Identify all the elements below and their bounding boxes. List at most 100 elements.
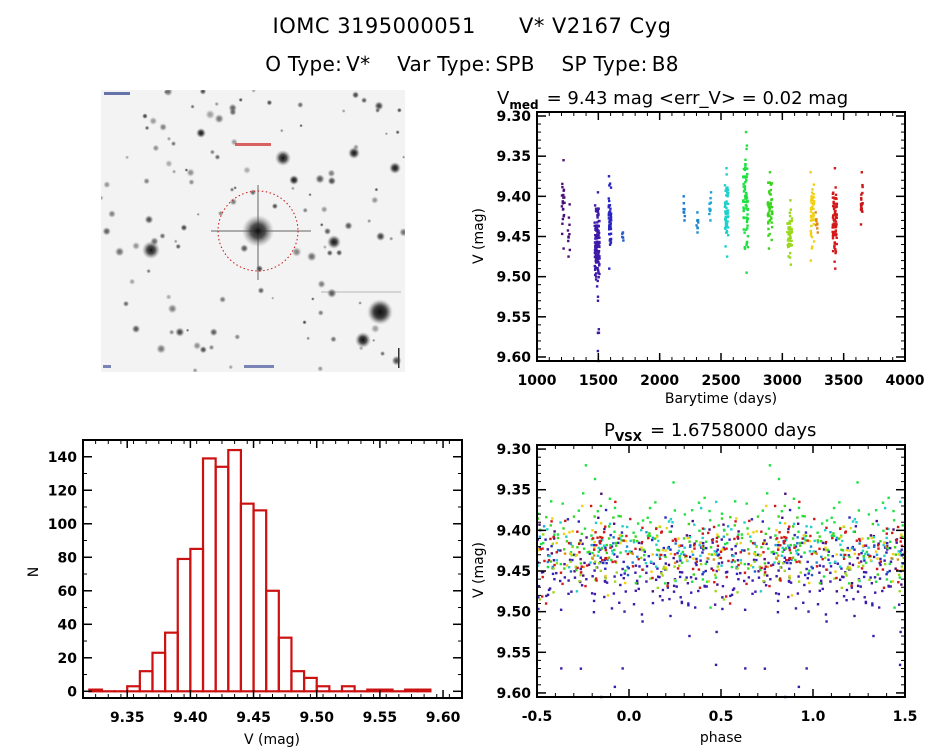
light-curve-point — [596, 230, 600, 234]
phased-point — [888, 562, 891, 566]
finder-star — [233, 186, 237, 190]
histogram-bar — [151, 651, 167, 693]
light-curve-point — [709, 201, 713, 204]
phased-point — [777, 562, 780, 565]
light-curve-point — [608, 219, 612, 223]
finder-star — [170, 140, 177, 147]
light-curve-point — [743, 168, 747, 172]
light-curve-point — [745, 193, 748, 196]
phased-point — [647, 536, 650, 540]
phased-point — [873, 544, 876, 547]
histogram-bar — [416, 688, 432, 693]
phased-point — [729, 515, 732, 519]
phased-point — [726, 533, 729, 536]
phased-point — [641, 519, 645, 522]
light-curve-point — [745, 207, 748, 210]
phased-point — [630, 550, 633, 554]
phased-point — [717, 553, 721, 556]
phased-point — [881, 501, 885, 504]
phased-point — [757, 576, 761, 579]
phased-point — [889, 585, 892, 588]
phased-point — [835, 590, 839, 593]
finder-bottom-label — [244, 365, 274, 368]
light-curve-point — [745, 167, 749, 170]
phased-point — [769, 578, 772, 581]
phased-point — [711, 541, 714, 544]
phased-point — [539, 548, 542, 551]
phased-point — [882, 541, 886, 545]
light-curve-point — [833, 224, 837, 228]
phased-point — [721, 584, 725, 588]
phased-point — [591, 537, 595, 540]
light-curve-point — [832, 233, 835, 237]
phased-point — [634, 547, 637, 551]
phased-point — [832, 534, 836, 538]
histogram-bar — [252, 509, 268, 693]
phased-point — [564, 519, 567, 523]
finder-star — [306, 336, 311, 341]
phased-point — [612, 516, 615, 519]
light-curve-point — [594, 275, 598, 278]
phased-point — [783, 539, 787, 543]
light-curve-point — [768, 181, 771, 184]
phased-point — [841, 549, 845, 552]
phased-point — [720, 517, 724, 520]
light-curve-point — [595, 245, 599, 249]
phased-point — [854, 525, 858, 528]
phased-point — [786, 561, 789, 565]
phased-point — [788, 567, 791, 570]
light-curve-point — [725, 173, 728, 176]
phased-point — [716, 565, 719, 568]
phased-point — [788, 577, 791, 580]
phased-point — [759, 553, 763, 557]
phased-point — [563, 567, 566, 570]
phased-point — [619, 541, 622, 545]
phased-point — [706, 557, 709, 560]
light-curve-point — [789, 244, 792, 247]
phased-point — [869, 559, 872, 562]
phased-point — [573, 576, 577, 579]
phased-point — [652, 562, 656, 565]
phased-point — [695, 540, 698, 543]
phased-point — [877, 523, 880, 526]
phased-point — [777, 540, 780, 544]
light-curve-point — [607, 175, 611, 178]
phased-point — [729, 594, 732, 598]
phased-point — [646, 534, 650, 537]
finder-star-bright — [142, 241, 160, 259]
finder-star — [131, 324, 141, 334]
light-curve-point — [835, 214, 838, 218]
phased-point — [632, 603, 636, 606]
phased-point — [771, 563, 775, 566]
phased-point — [784, 492, 787, 495]
phased-point — [892, 519, 896, 522]
light-curve-point — [744, 200, 748, 203]
phased-point — [803, 551, 806, 554]
phased-point — [890, 557, 893, 560]
phased-point — [874, 508, 878, 512]
light-curve-point — [593, 234, 597, 237]
light-curve-point — [770, 198, 774, 201]
light-curve-point — [742, 216, 745, 219]
phased-point — [825, 519, 829, 522]
finder-star — [257, 287, 265, 294]
light-curve-point — [725, 230, 729, 233]
phased-point — [763, 557, 766, 561]
phased-point — [642, 548, 645, 552]
phased-point — [883, 559, 886, 562]
phased-point — [717, 535, 720, 539]
phased-point — [681, 550, 685, 554]
phased-point — [665, 568, 668, 571]
phased-point — [788, 525, 791, 528]
phased-point — [593, 569, 596, 572]
phased-point — [571, 545, 574, 549]
light-curve-point — [790, 239, 793, 243]
finder-scale-bar — [398, 348, 400, 368]
phased-point — [561, 502, 564, 505]
finder-star — [402, 155, 405, 159]
phased-point — [582, 565, 585, 569]
phased-point — [541, 575, 544, 579]
phased-point — [775, 557, 778, 560]
finder-star — [320, 205, 328, 213]
phased-point — [879, 563, 882, 567]
